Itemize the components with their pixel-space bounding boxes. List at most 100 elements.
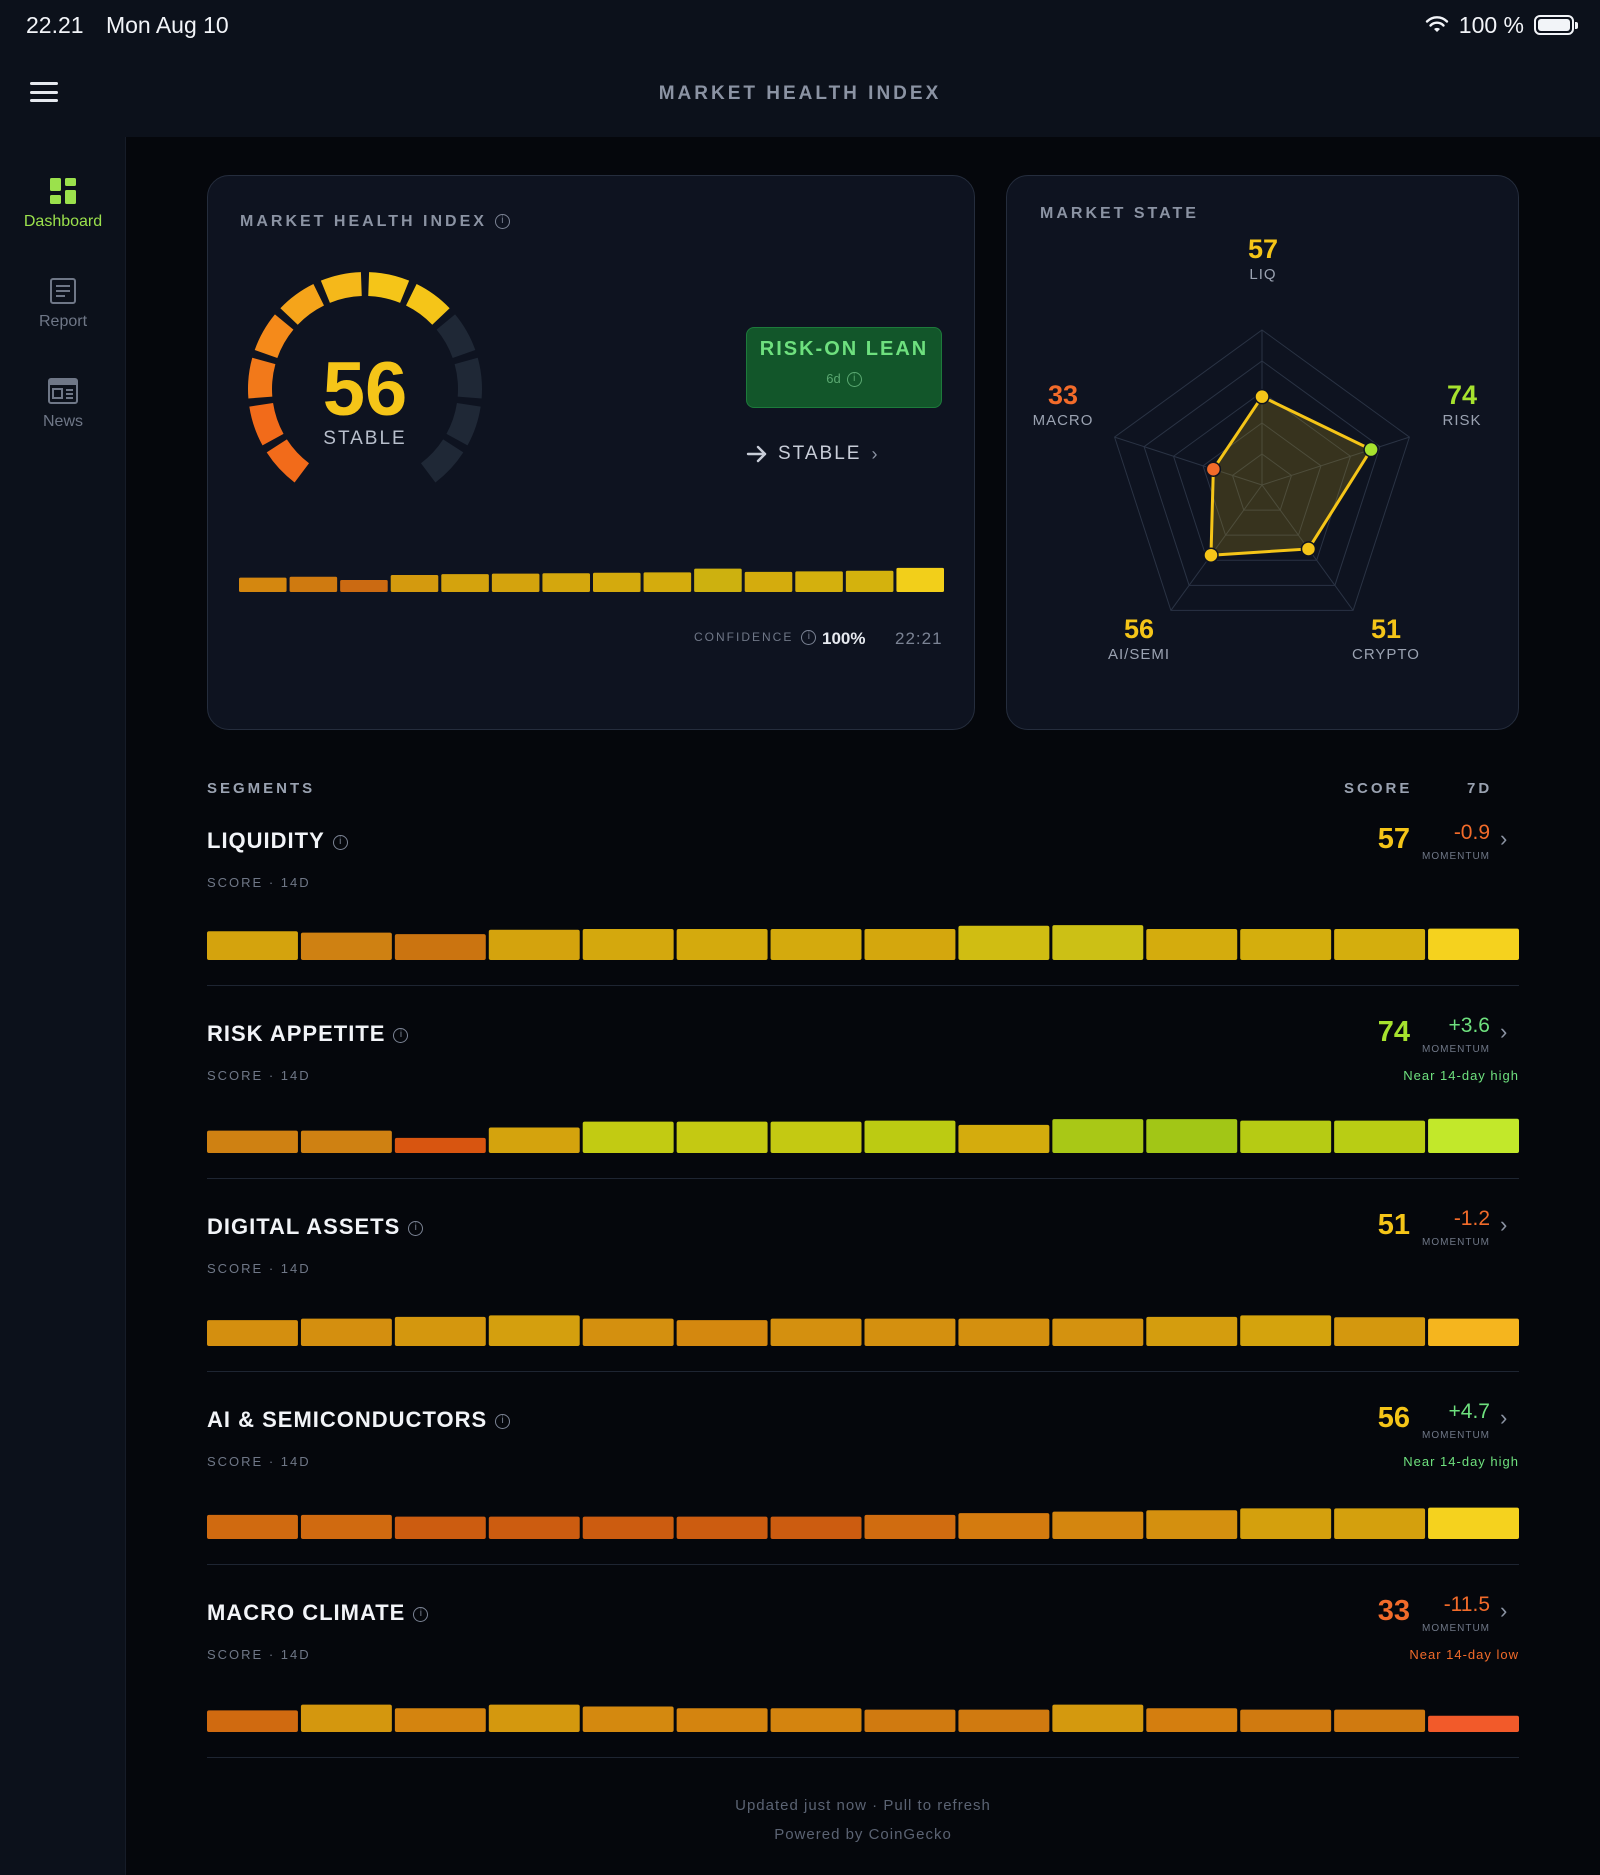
- segment-bar: [1334, 929, 1426, 960]
- sidebar-item-news[interactable]: News: [0, 377, 126, 431]
- segment-note: Near 14-day high: [1403, 1454, 1519, 1469]
- segment-score: 74: [1377, 1016, 1410, 1048]
- segment-bar: [394, 934, 486, 960]
- news-icon: [48, 378, 78, 404]
- radar-grid-ring: [1231, 453, 1293, 511]
- radar-label-ai-semi: AI/SEMI: [1107, 646, 1170, 663]
- wifi-icon: [1425, 16, 1448, 32]
- info-icon[interactable]: i: [332, 834, 348, 850]
- segment-bar: [300, 1514, 392, 1539]
- radar-value-shape: [1209, 394, 1374, 557]
- segment-bar: [676, 1121, 768, 1153]
- info-icon[interactable]: i: [495, 1413, 511, 1429]
- segment-history-bars: [207, 925, 1519, 960]
- segment-history-bars: [207, 1704, 1519, 1732]
- radar-label-macro: MACRO: [1032, 412, 1094, 429]
- chevron-right-icon[interactable]: ›: [1500, 1212, 1508, 1237]
- radar-grid-ring: [1143, 360, 1381, 586]
- segment-bar: [770, 1708, 862, 1732]
- segment-momentum-label: MOMENTUM: [1422, 851, 1490, 862]
- segment-bar: [582, 1318, 674, 1346]
- chevron-right-icon[interactable]: ›: [1500, 1019, 1508, 1044]
- page-title: MARKET HEALTH INDEX: [658, 82, 942, 104]
- segment-divider: [207, 1757, 1519, 1758]
- segment-bar: [1146, 1510, 1238, 1539]
- segment-bar: [864, 929, 956, 960]
- gauge-segment: [266, 439, 310, 483]
- segment-bar: [582, 1121, 674, 1153]
- segment-name: AI & SEMICONDUCTORS: [207, 1407, 488, 1432]
- segment-bar: [676, 1708, 768, 1732]
- chevron-right-icon[interactable]: ›: [1500, 1598, 1508, 1623]
- info-icon[interactable]: i: [494, 214, 510, 230]
- segment-name: RISK APPETITE: [207, 1021, 386, 1046]
- radar-point: [1300, 541, 1317, 557]
- gauge-segment: [248, 357, 276, 399]
- trend-link[interactable]: STABLE ›: [746, 443, 942, 465]
- segment-bar: [488, 1516, 580, 1539]
- footer-powered: Powered by CoinGecko: [774, 1826, 952, 1843]
- segment-bar: [770, 929, 862, 960]
- segment-bar: [1240, 1120, 1332, 1153]
- segment-bar: [1428, 928, 1519, 960]
- segment-bar: [488, 1127, 580, 1153]
- index-history-bar: [593, 572, 641, 592]
- sidebar-item-dashboard[interactable]: Dashboard: [0, 177, 126, 231]
- segment-momentum-label: MOMENTUM: [1422, 1044, 1490, 1055]
- info-icon[interactable]: i: [801, 630, 817, 646]
- chevron-right-icon[interactable]: ›: [1500, 1405, 1508, 1430]
- segment-bar: [958, 1709, 1050, 1732]
- radar-label-liq: LIQ: [1249, 266, 1277, 283]
- segment-title: MACRO CLIMATE i: [207, 1600, 429, 1626]
- segment-bar: [958, 1124, 1050, 1153]
- index-history-bar: [239, 577, 287, 592]
- segment-subtitle: SCORE · 14D: [207, 1454, 311, 1469]
- market-state-label: MARKET STATE: [1040, 205, 1199, 222]
- status-bar: 22.21 Mon Aug 10 100 %: [0, 0, 1600, 50]
- gauge-segment: [280, 283, 325, 326]
- info-icon[interactable]: i: [408, 1220, 424, 1236]
- segment-history-bars: [207, 1315, 1519, 1346]
- radar-label-risk: RISK: [1442, 412, 1482, 429]
- gauge-segment: [249, 402, 284, 446]
- radar-label-crypto: CRYPTO: [1352, 646, 1420, 663]
- info-icon[interactable]: i: [393, 1027, 409, 1043]
- segment-bar: [1240, 1709, 1332, 1732]
- gauge-segment: [320, 272, 363, 304]
- info-icon[interactable]: i: [846, 372, 862, 388]
- segment-subtitle: SCORE · 14D: [207, 875, 311, 890]
- arrow-right-icon: [746, 445, 767, 463]
- segment-bar: [488, 1704, 580, 1732]
- top-bar: MARKET HEALTH INDEX: [0, 50, 1600, 137]
- risk-regime-badge[interactable]: RISK-ON LEAN 6d i: [746, 327, 942, 408]
- segment-bar: [1146, 1708, 1238, 1732]
- info-icon[interactable]: i: [413, 1606, 429, 1622]
- gauge-segment: [420, 439, 464, 483]
- chevron-right-icon[interactable]: ›: [1500, 826, 1508, 851]
- gauge-segment: [405, 283, 450, 326]
- sidebar-item-label: News: [42, 413, 83, 430]
- segment-bar: [300, 1318, 392, 1346]
- risk-badge-title: RISK-ON LEAN: [759, 338, 929, 360]
- confidence-label: CONFIDENCE i: [694, 630, 817, 646]
- sidebar: Dashboard Report News: [0, 137, 126, 1875]
- segment-bar: [676, 1516, 768, 1539]
- segment-subtitle: SCORE · 14D: [207, 1261, 311, 1276]
- segment-bar: [864, 1120, 956, 1153]
- segment-note: Near 14-day high: [1403, 1068, 1519, 1083]
- index-history-bar: [694, 568, 742, 592]
- index-card[interactable]: [207, 175, 975, 730]
- segment-bar: [1428, 1318, 1519, 1346]
- status-right: 100 %: [1425, 12, 1578, 39]
- confidence-text: CONFIDENCE: [694, 630, 794, 644]
- radar-grid-ring: [1172, 391, 1352, 561]
- segment-momentum-label: MOMENTUM: [1422, 1430, 1490, 1441]
- segment-title: RISK APPETITE i: [207, 1021, 409, 1047]
- sidebar-item-report[interactable]: Report: [0, 277, 126, 331]
- index-history-bar: [643, 572, 692, 592]
- segment-bar: [770, 1318, 862, 1346]
- segment-bar: [1334, 1120, 1426, 1153]
- dashboard-icon: [50, 178, 76, 204]
- menu-icon[interactable]: [30, 82, 58, 102]
- segment-bar: [1052, 1318, 1144, 1346]
